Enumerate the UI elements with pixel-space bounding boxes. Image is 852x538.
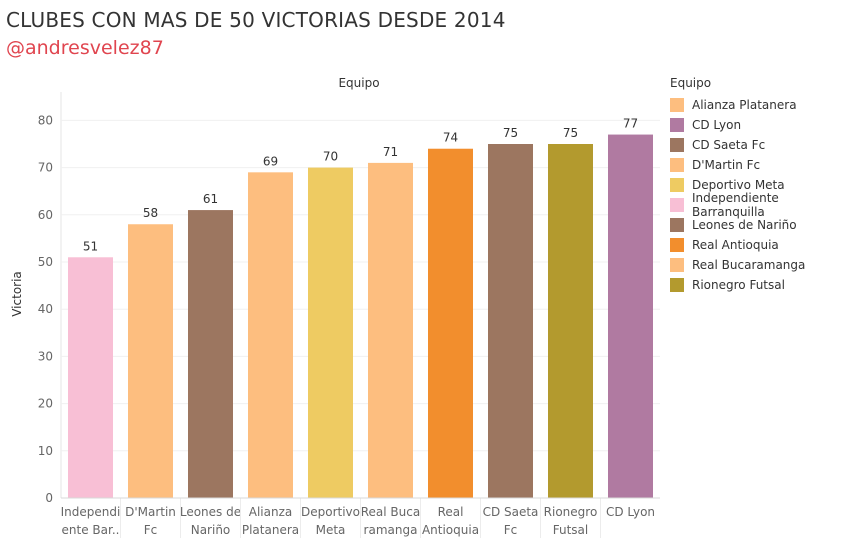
- x-tick-label: Meta: [316, 523, 346, 537]
- legend-swatch: [670, 238, 684, 252]
- legend-swatch: [670, 198, 684, 212]
- bar: [308, 167, 353, 498]
- x-tick-label: ramanga: [364, 523, 418, 537]
- bar-value-label: 75: [563, 126, 578, 140]
- bar-value-label: 69: [263, 154, 278, 168]
- bar: [488, 144, 533, 498]
- legend-swatch: [670, 138, 684, 152]
- x-tick-label: ente Bar..: [62, 523, 120, 537]
- y-tick-label: 20: [38, 397, 53, 411]
- legend-label: Independiente Barranquilla: [692, 191, 779, 219]
- bar-value-label: 51: [83, 239, 98, 253]
- x-tick-label: D'Martin: [125, 505, 176, 519]
- legend-item[interactable]: CD Saeta Fc: [670, 135, 852, 155]
- bar: [68, 257, 113, 498]
- legend-item[interactable]: Leones de Nariño: [670, 215, 852, 235]
- x-axis-labels: Independi ente Bar.. D'Martin Fc Leones de Na…: [61, 497, 660, 538]
- bar: [188, 210, 233, 498]
- y-tick-label: 40: [38, 302, 53, 316]
- x-tick-label: Fc: [144, 523, 158, 537]
- legend-label: CD Saeta Fc: [692, 138, 766, 152]
- legend-swatch: [670, 258, 684, 272]
- bar-value-label: 74: [443, 131, 458, 145]
- x-tick-label: Fc: [504, 523, 518, 537]
- bar-value-label: 75: [503, 126, 518, 140]
- x-tick-label: Deportivo: [301, 505, 360, 519]
- y-tick-label: 0: [45, 491, 53, 505]
- legend: Equipo Alianza Platanera CD Lyon CD Saeta …: [670, 76, 852, 295]
- legend-swatch: [670, 278, 684, 292]
- legend-label: Real Bucaramanga: [692, 258, 806, 272]
- bar-value-label: 77: [623, 117, 638, 131]
- column-header: Equipo: [338, 76, 379, 90]
- legend-title: Equipo: [670, 76, 712, 90]
- legend-label: D'Martin Fc: [692, 158, 761, 172]
- legend-swatch: [670, 158, 684, 172]
- bar: [548, 144, 593, 498]
- x-tick-label: Real Buca: [361, 505, 420, 519]
- x-tick-label: Alianza: [249, 505, 293, 519]
- x-tick-label: Rionegro: [544, 505, 598, 519]
- legend-item[interactable]: Independiente Barranquilla: [670, 191, 852, 219]
- legend-label: CD Lyon: [692, 118, 742, 132]
- legend-items: Alianza Platanera CD Lyon CD Saeta Fc D'Mar…: [670, 95, 852, 295]
- x-tick-label: Antioquia: [422, 523, 479, 537]
- x-tick-label: Nariño: [191, 523, 231, 537]
- legend-item[interactable]: CD Lyon: [670, 115, 852, 135]
- legend-item[interactable]: Rionegro Futsal: [670, 275, 852, 295]
- legend-label: Alianza Platanera: [692, 98, 797, 112]
- legend-item[interactable]: Deportivo Meta: [670, 175, 852, 195]
- legend-swatch: [670, 98, 684, 112]
- bar: [248, 172, 293, 498]
- legend-item[interactable]: D'Martin Fc: [670, 155, 852, 175]
- bar: [608, 134, 653, 498]
- y-axis-label: Victoria: [10, 271, 24, 317]
- y-tick-label: 50: [38, 255, 53, 269]
- legend-label: Deportivo Meta: [692, 178, 785, 192]
- x-tick-label: Futsal: [553, 523, 589, 537]
- y-axis-ticks: 0 10 20 30 40 50 60 70 80: [38, 113, 53, 505]
- legend-label: Real Antioquia: [692, 238, 779, 252]
- x-tick-label: Independi: [61, 505, 121, 519]
- legend-item[interactable]: Alianza Platanera: [670, 95, 852, 115]
- bar-value-label: 71: [383, 145, 398, 159]
- bar: [128, 224, 173, 499]
- chart-title: CLUBES CON MAS DE 50 VICTORIAS DESDE 201…: [6, 8, 506, 32]
- y-tick-label: 60: [38, 208, 53, 222]
- bar-chart: Equipo Victoria 0 10 20 30 40 50 60 70 80 51 58 61…: [10, 76, 660, 538]
- x-tick-label: Platanera: [242, 523, 299, 537]
- chart-subtitle: @andresvelez87: [6, 37, 164, 59]
- x-tick-label: Leones de: [180, 505, 241, 519]
- legend-swatch: [670, 218, 684, 232]
- legend-swatch: [670, 118, 684, 132]
- legend-item[interactable]: Real Antioquia: [670, 235, 852, 255]
- y-tick-label: 10: [38, 444, 53, 458]
- legend-label: Rionegro Futsal: [692, 278, 785, 292]
- bar: [368, 162, 413, 498]
- x-tick-label: Real: [438, 505, 464, 519]
- legend-swatch: [670, 178, 684, 192]
- x-tick-label: CD Saeta: [483, 505, 539, 519]
- y-tick-label: 80: [38, 113, 53, 127]
- bar: [428, 148, 473, 498]
- x-tick-label: CD Lyon: [606, 505, 655, 519]
- legend-item[interactable]: Real Bucaramanga: [670, 255, 852, 275]
- y-tick-label: 30: [38, 349, 53, 363]
- bar-value-label: 61: [203, 192, 218, 206]
- bar-value-label: 58: [143, 206, 158, 220]
- y-tick-label: 70: [38, 161, 53, 175]
- bars: 51 58 61 69 70 71 74 75 75 77: [68, 117, 653, 499]
- bar-value-label: 70: [323, 150, 338, 164]
- legend-label: Leones de Nariño: [692, 218, 797, 232]
